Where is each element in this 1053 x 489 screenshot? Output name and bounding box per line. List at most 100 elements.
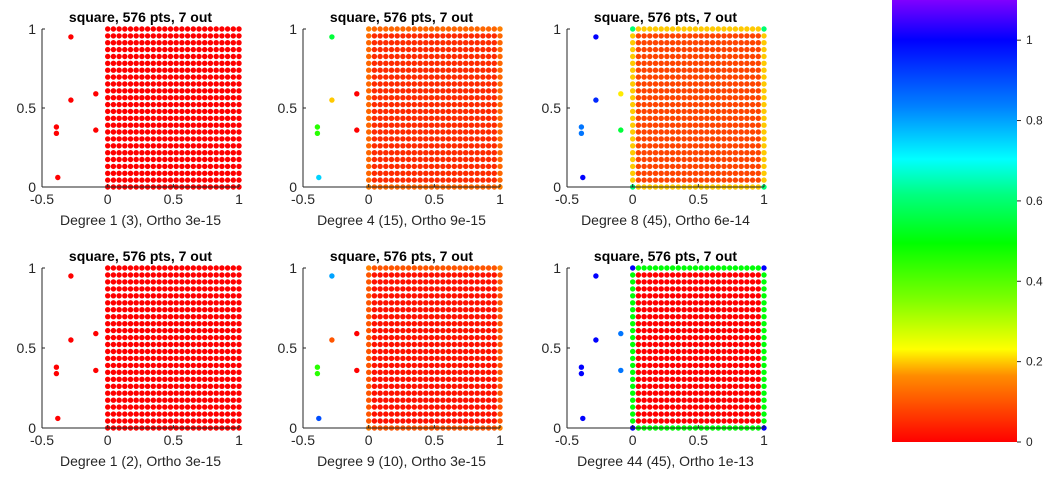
grid-point xyxy=(451,67,457,73)
grid-point xyxy=(445,101,452,108)
grid-point xyxy=(755,272,761,278)
grid-point xyxy=(162,362,168,369)
x-tick-label: 1 xyxy=(496,191,504,207)
grid-point xyxy=(744,143,750,149)
grid-point xyxy=(184,390,191,396)
grid-point xyxy=(417,404,423,410)
grid-point xyxy=(236,177,242,183)
grid-point xyxy=(732,177,739,183)
grid-point xyxy=(411,108,417,115)
grid-point xyxy=(190,53,196,60)
grid-point xyxy=(144,265,151,271)
grid-point xyxy=(428,74,435,80)
grid-point xyxy=(133,74,139,80)
grid-point xyxy=(150,40,156,46)
grid-point xyxy=(127,321,134,327)
grid-point xyxy=(202,300,208,306)
grid-point xyxy=(383,95,389,101)
grid-point xyxy=(394,26,400,32)
grid-point xyxy=(749,143,756,149)
grid-point xyxy=(150,376,156,382)
grid-point xyxy=(468,348,475,355)
grid-point xyxy=(647,67,653,73)
grid-point xyxy=(675,265,681,271)
grid-point xyxy=(405,369,412,375)
grid-point xyxy=(681,170,687,176)
grid-point xyxy=(675,334,681,341)
grid-point xyxy=(190,390,196,396)
grid-point xyxy=(394,348,400,355)
grid-point xyxy=(417,334,423,341)
grid-point xyxy=(207,74,214,80)
grid-point xyxy=(474,53,480,60)
grid-point xyxy=(497,40,503,46)
grid-point xyxy=(715,150,721,156)
grid-point xyxy=(732,170,739,176)
grid-point xyxy=(681,60,687,66)
grid-point xyxy=(709,26,716,32)
grid-point xyxy=(219,26,225,32)
grid-point xyxy=(144,136,151,142)
grid-point xyxy=(156,327,162,334)
grid-point xyxy=(721,156,727,163)
grid-point xyxy=(139,293,145,299)
grid-point xyxy=(400,404,406,410)
grid-point xyxy=(497,293,503,299)
grid-point xyxy=(491,390,497,396)
grid-point xyxy=(207,327,214,334)
outlier-point xyxy=(55,415,61,422)
grid-point xyxy=(405,46,412,53)
grid-point xyxy=(630,46,636,53)
grid-point xyxy=(366,369,372,375)
grid-point xyxy=(405,177,412,183)
grid-point xyxy=(434,418,440,424)
grid-point xyxy=(445,40,452,46)
grid-point xyxy=(207,108,214,115)
grid-point xyxy=(133,88,139,94)
grid-point xyxy=(405,33,412,39)
grid-point xyxy=(110,88,117,94)
grid-point xyxy=(738,376,744,382)
grid-point xyxy=(440,369,446,375)
grid-point xyxy=(400,307,406,313)
grid-point xyxy=(440,143,446,149)
grid-point xyxy=(224,279,231,285)
grid-point xyxy=(480,122,486,128)
grid-point xyxy=(652,46,659,53)
grid-point xyxy=(704,60,710,66)
grid-point xyxy=(388,348,395,355)
grid-point xyxy=(423,327,429,334)
grid-point xyxy=(144,272,151,278)
grid-point xyxy=(423,341,429,348)
grid-point xyxy=(491,300,497,306)
grid-point xyxy=(230,286,236,292)
grid-point xyxy=(704,265,710,271)
grid-point xyxy=(428,136,435,142)
grid-point xyxy=(704,341,710,348)
grid-point xyxy=(173,33,179,39)
grid-point xyxy=(139,286,145,292)
grid-point xyxy=(669,369,676,375)
grid-point xyxy=(207,334,214,341)
grid-point xyxy=(167,279,174,285)
grid-point xyxy=(230,390,236,396)
grid-point xyxy=(219,163,225,170)
grid-point xyxy=(167,163,174,170)
grid-point xyxy=(749,307,756,313)
grid-point xyxy=(110,369,117,375)
grid-point xyxy=(219,404,225,410)
grid-point xyxy=(681,265,687,271)
grid-point xyxy=(144,293,151,299)
grid-point xyxy=(383,46,389,53)
grid-point xyxy=(732,163,739,170)
grid-point xyxy=(110,163,117,170)
grid-point xyxy=(207,81,214,87)
grid-point xyxy=(428,163,435,170)
grid-point xyxy=(715,286,721,292)
grid-point xyxy=(190,40,196,46)
grid-point xyxy=(423,74,429,80)
grid-point xyxy=(497,67,503,73)
grid-point xyxy=(664,163,670,170)
grid-point xyxy=(647,383,653,389)
grid-point xyxy=(162,122,168,128)
